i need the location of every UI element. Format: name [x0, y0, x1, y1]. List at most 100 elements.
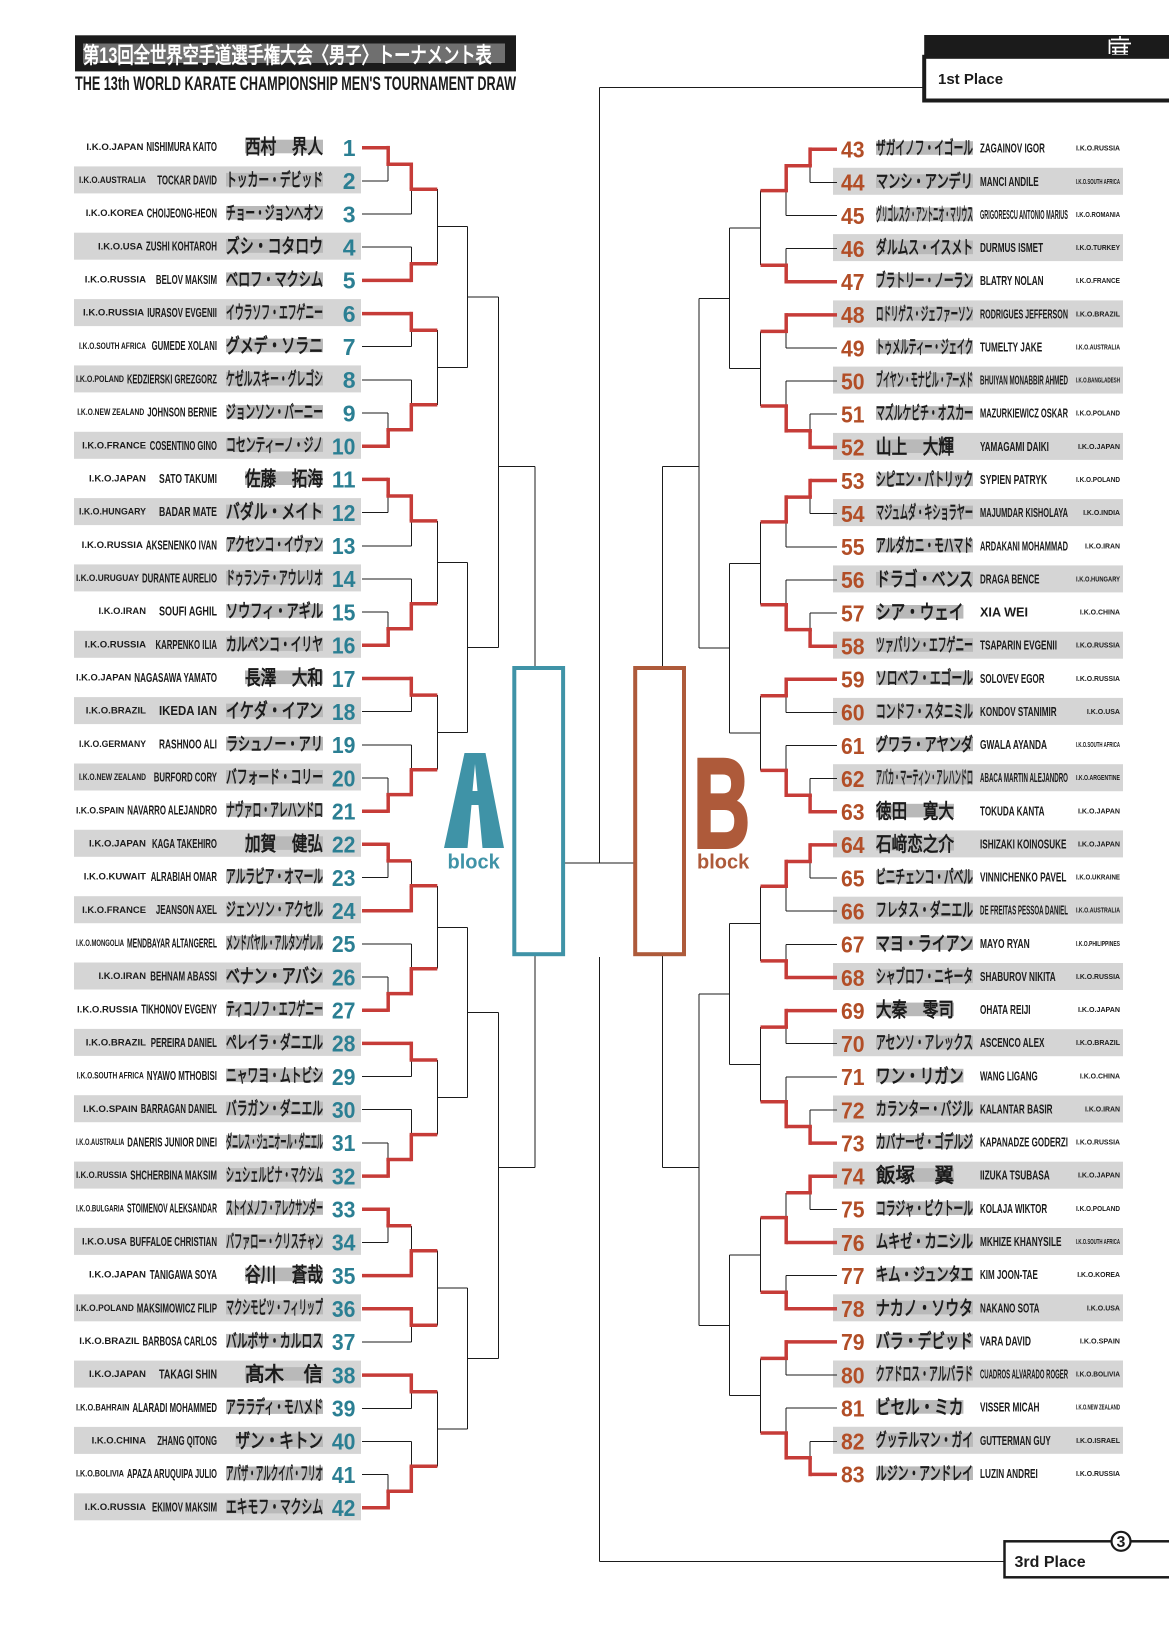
svg-text:RASHNOO ALI: RASHNOO ALI — [159, 736, 217, 751]
svg-text:I.K.O.NEW ZEALAND: I.K.O.NEW ZEALAND — [77, 407, 144, 418]
svg-text:28: 28 — [332, 1031, 356, 1057]
svg-text:50: 50 — [841, 368, 865, 394]
svg-text:I.K.O.SOUTH AFRICA: I.K.O.SOUTH AFRICA — [1076, 742, 1120, 749]
svg-text:バラ・デビッド: バラ・デビッド — [876, 1329, 973, 1353]
svg-text:DURANTE AURELIO: DURANTE AURELIO — [142, 570, 217, 585]
svg-text:5: 5 — [343, 268, 356, 294]
svg-text:I.K.O.GERMANY: I.K.O.GERMANY — [79, 739, 147, 750]
svg-text:15: 15 — [332, 599, 356, 625]
svg-text:10: 10 — [332, 434, 356, 460]
svg-text:21: 21 — [332, 799, 356, 825]
svg-text:MAKSIMOWICZ FILIP: MAKSIMOWICZ FILIP — [137, 1300, 217, 1315]
svg-text:I.K.O.SOUTH AFRICA: I.K.O.SOUTH AFRICA — [79, 341, 146, 352]
svg-text:JOHNSON BERNIE: JOHNSON BERNIE — [147, 405, 217, 420]
svg-text:69: 69 — [841, 998, 865, 1024]
svg-text:64: 64 — [841, 832, 865, 858]
svg-text:カルペンコ・イリヤ: カルペンコ・イリヤ — [226, 634, 323, 655]
svg-text:KONDOV STANIMIR: KONDOV STANIMIR — [980, 704, 1057, 719]
svg-text:GUMEDE XOLANI: GUMEDE XOLANI — [152, 338, 217, 353]
svg-text:56: 56 — [841, 567, 865, 593]
svg-text:I.K.O.INDIA: I.K.O.INDIA — [1083, 510, 1120, 517]
svg-text:B: B — [693, 732, 750, 875]
svg-text:67: 67 — [841, 932, 865, 958]
svg-text:バラガン・ダニエル: バラガン・ダニエル — [226, 1098, 323, 1119]
svg-text:65: 65 — [841, 865, 865, 891]
svg-text:I.K.O.RUSSIA: I.K.O.RUSSIA — [1076, 974, 1120, 981]
svg-text:ABACA MARTIN ALEJANDRO: ABACA MARTIN ALEJANDRO — [980, 770, 1068, 785]
svg-text:CHOIJEONG-HEON: CHOIJEONG-HEON — [147, 206, 217, 221]
svg-text:I.K.O.BULGARIA: I.K.O.BULGARIA — [76, 1203, 124, 1214]
svg-text:チョー・ジョンヘオン: チョー・ジョンヘオン — [226, 203, 323, 224]
svg-text:I.K.O.RUSSIA: I.K.O.RUSSIA — [82, 540, 143, 551]
svg-text:KOLAJA WIKTOR: KOLAJA WIKTOR — [980, 1201, 1048, 1216]
svg-text:COSENTINO GINO: COSENTINO GINO — [150, 438, 217, 453]
svg-text:アララディ・モハメド: アララディ・モハメド — [226, 1397, 323, 1418]
svg-text:山上 大輝: 山上 大輝 — [876, 435, 954, 458]
svg-text:37: 37 — [332, 1329, 356, 1355]
svg-text:20: 20 — [332, 765, 356, 791]
svg-text:トッカー・デビッド: トッカー・デビッド — [226, 169, 323, 190]
svg-text:I.K.O.SPAIN: I.K.O.SPAIN — [1080, 1338, 1120, 1345]
svg-text:GRIGORESCU ANTONIO MARIUS: GRIGORESCU ANTONIO MARIUS — [980, 207, 1068, 222]
svg-text:BADAR MATE: BADAR MATE — [159, 504, 217, 519]
svg-text:58: 58 — [841, 634, 865, 660]
svg-text:I.K.O.RUSSIA: I.K.O.RUSSIA — [1076, 643, 1120, 650]
svg-text:ティコノフ・エフゲニー: ティコノフ・エフゲニー — [226, 999, 323, 1020]
svg-text:DE FREITAS PESSOA DANIEL: DE FREITAS PESSOA DANIEL — [980, 903, 1068, 918]
svg-text:17: 17 — [332, 666, 356, 692]
svg-text:石﨑恋之介: 石﨑恋之介 — [875, 832, 955, 856]
svg-text:I.K.O.CHINA: I.K.O.CHINA — [92, 1436, 147, 1447]
svg-text:ブイヤン・モナビル・アーメド: ブイヤン・モナビル・アーメド — [876, 370, 973, 391]
svg-text:KEDZIERSKI GREZGORZ: KEDZIERSKI GREZGORZ — [127, 371, 217, 386]
svg-text:MAZURKIEWICZ OSKAR: MAZURKIEWICZ OSKAR — [980, 406, 1068, 421]
svg-text:30: 30 — [332, 1097, 356, 1123]
svg-text:I.K.O.HUNGARY: I.K.O.HUNGARY — [79, 507, 147, 518]
svg-text:34: 34 — [332, 1230, 356, 1256]
svg-text:42: 42 — [332, 1495, 356, 1521]
svg-text:I.K.O.POLAND: I.K.O.POLAND — [76, 374, 124, 385]
svg-text:ズシ・コタロウ: ズシ・コタロウ — [226, 234, 323, 258]
svg-text:19: 19 — [332, 732, 356, 758]
svg-text:マクシモビツ・フィリップ: マクシモビツ・フィリップ — [226, 1297, 323, 1318]
svg-text:I.K.O.JAPAN: I.K.O.JAPAN — [89, 474, 146, 485]
svg-text:2: 2 — [343, 168, 356, 194]
svg-text:BARRAGAN DANIEL: BARRAGAN DANIEL — [141, 1101, 217, 1116]
svg-text:SYPIEN PATRYK: SYPIEN PATRYK — [980, 472, 1048, 487]
svg-text:36: 36 — [332, 1296, 356, 1322]
svg-text:43: 43 — [841, 137, 865, 163]
svg-text:I.K.O.BOLIVIA: I.K.O.BOLIVIA — [1076, 1372, 1120, 1379]
svg-text:シア・ウェイ: シア・ウェイ — [876, 601, 963, 624]
svg-text:I.K.O.IRAN: I.K.O.IRAN — [1085, 1107, 1120, 1114]
svg-text:シュシェルビナ・マクシム: シュシェルビナ・マクシム — [226, 1165, 323, 1186]
svg-text:イウラソフ・エフゲニー: イウラソフ・エフゲニー — [226, 302, 323, 323]
svg-text:EKIMOV MAKSIM: EKIMOV MAKSIM — [152, 1499, 217, 1514]
svg-text:NAGASAWA YAMATO: NAGASAWA YAMATO — [134, 670, 217, 685]
svg-text:I.K.O.BRAZIL: I.K.O.BRAZIL — [86, 1038, 146, 1049]
svg-text:57: 57 — [841, 600, 865, 626]
svg-text:バダル・メイト: バダル・メイト — [226, 500, 323, 524]
svg-text:I.K.O.IRAN: I.K.O.IRAN — [99, 971, 147, 982]
svg-text:加賀 健弘: 加賀 健弘 — [244, 831, 323, 855]
svg-text:79: 79 — [841, 1329, 865, 1355]
svg-text:佐藤 拓海: 佐藤 拓海 — [244, 466, 323, 490]
svg-text:TUMELTY JAKE: TUMELTY JAKE — [980, 340, 1042, 355]
svg-text:ベナン・アバシ: ベナン・アバシ — [226, 965, 323, 988]
svg-text:MAJUMDAR KISHOLAYA: MAJUMDAR KISHOLAYA — [980, 505, 1068, 520]
svg-text:I.K.O.RUSSIA: I.K.O.RUSSIA — [85, 275, 146, 286]
svg-text:IIZUKA TSUBASA: IIZUKA TSUBASA — [980, 1168, 1050, 1183]
svg-text:徳田 寛大: 徳田 寛大 — [875, 799, 954, 823]
svg-text:82: 82 — [841, 1429, 865, 1455]
svg-text:I.K.O.HUNGARY: I.K.O.HUNGARY — [1076, 576, 1120, 583]
svg-text:52: 52 — [841, 435, 865, 461]
svg-text:クアドロス・アルバラド: クアドロス・アルバラド — [876, 1364, 973, 1385]
svg-text:I.K.O.BRAZIL: I.K.O.BRAZIL — [1076, 311, 1121, 318]
svg-text:MENDBAYAR ALTANGEREL: MENDBAYAR ALTANGEREL — [127, 935, 217, 950]
svg-text:KARPENKO ILIA: KARPENKO ILIA — [156, 637, 218, 652]
svg-text:I.K.O.IRAN: I.K.O.IRAN — [99, 606, 147, 617]
svg-text:I.K.O.KUWAIT: I.K.O.KUWAIT — [84, 872, 146, 883]
svg-text:BARBOSA CARLOS: BARBOSA CARLOS — [143, 1333, 218, 1348]
svg-text:I.K.O.IRAN: I.K.O.IRAN — [1085, 543, 1120, 550]
svg-text:KALANTAR BASIR: KALANTAR BASIR — [980, 1102, 1053, 1117]
svg-text:SOLOVEV EGOR: SOLOVEV EGOR — [980, 671, 1045, 686]
svg-text:キム・ジュンタエ: キム・ジュンタエ — [876, 1264, 973, 1285]
